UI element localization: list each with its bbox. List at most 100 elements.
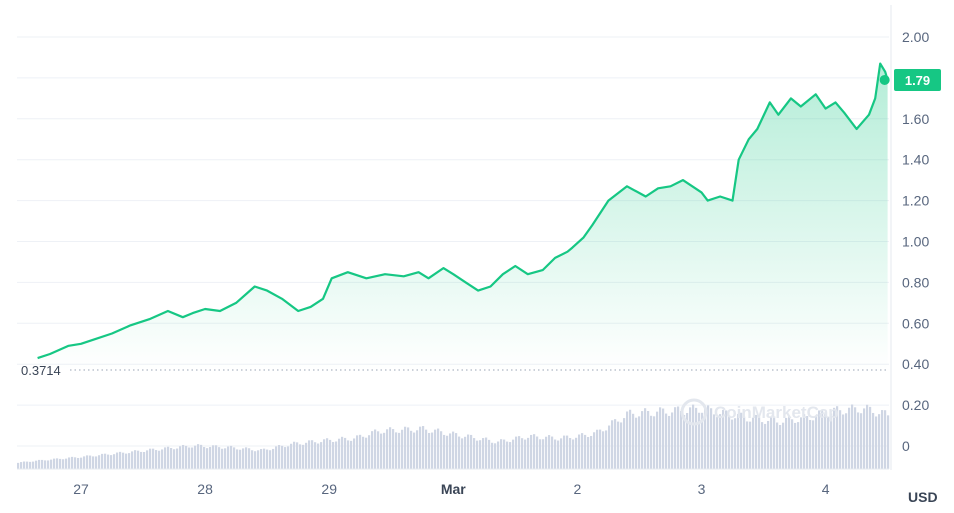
volume-bar — [719, 414, 722, 469]
volume-bar — [626, 411, 629, 469]
volume-bar — [809, 419, 812, 469]
volume-bar — [233, 447, 236, 469]
volume-bars — [17, 404, 890, 469]
volume-bar — [458, 436, 461, 469]
volume-bar — [578, 434, 581, 469]
volume-bar — [641, 411, 644, 469]
volume-bar — [110, 455, 113, 469]
volume-bar — [491, 442, 494, 469]
volume-bar — [413, 432, 416, 469]
volume-bar — [68, 457, 71, 469]
volume-bar — [23, 461, 26, 469]
volume-bar — [614, 419, 617, 469]
volume-bar — [245, 447, 248, 469]
volume-bar — [215, 445, 218, 469]
volume-bar — [494, 443, 497, 469]
volume-bar — [59, 458, 62, 469]
volume-bar — [386, 429, 389, 469]
volume-bar — [881, 410, 884, 469]
volume-bar — [500, 439, 503, 469]
x-tick-label: Mar — [441, 481, 466, 497]
volume-bar — [65, 458, 68, 469]
volume-bar — [194, 445, 197, 469]
volume-bar — [77, 457, 80, 469]
volume-bar — [740, 412, 743, 469]
volume-bar — [608, 425, 611, 469]
volume-bar — [119, 451, 122, 469]
volume-bar — [32, 461, 35, 469]
volume-bar — [188, 447, 191, 469]
price-line[interactable] — [37, 62, 889, 360]
volume-bar — [785, 417, 788, 469]
volume-bar — [872, 412, 875, 469]
volume-bar — [305, 442, 308, 469]
volume-bar — [791, 419, 794, 469]
volume-bar — [497, 441, 500, 469]
volume-bar — [512, 439, 515, 469]
volume-bar — [368, 435, 371, 469]
volume-bar — [737, 413, 740, 469]
volume-bar — [464, 436, 467, 469]
y-tick-label: 0.80 — [902, 274, 929, 290]
volume-bar — [779, 425, 782, 469]
volume-bar — [248, 448, 251, 469]
volume-bar — [230, 445, 233, 469]
volume-bar — [74, 457, 77, 469]
volume-bar — [287, 446, 290, 469]
volume-bar — [383, 432, 386, 469]
volume-bar — [266, 449, 269, 469]
volume-bar — [875, 416, 878, 469]
volume-bar — [674, 407, 677, 469]
volume-bar — [173, 449, 176, 469]
opening-price-label: 0.3714 — [21, 363, 61, 378]
volume-bar — [884, 410, 887, 469]
volume-bar — [164, 447, 167, 469]
volume-bar — [521, 438, 524, 469]
volume-bar — [812, 420, 815, 469]
volume-bar — [476, 440, 479, 469]
volume-bar — [830, 413, 833, 469]
volume-bar — [803, 414, 806, 469]
volume-bar — [707, 405, 710, 469]
volume-bar — [788, 416, 791, 469]
volume-bar — [713, 414, 716, 469]
volume-bar — [683, 414, 686, 469]
volume-bar — [17, 462, 20, 469]
volume-bar — [263, 448, 266, 469]
volume-bar — [341, 436, 344, 469]
volume-bar — [392, 429, 395, 469]
volume-bar — [764, 423, 767, 469]
volume-bar — [611, 420, 614, 469]
volume-bar — [524, 439, 527, 469]
volume-bar — [593, 432, 596, 469]
volume-bar — [185, 445, 188, 469]
volume-bar — [203, 447, 206, 469]
volume-bar — [530, 434, 533, 469]
volume-bar — [569, 438, 572, 469]
volume-bar — [797, 422, 800, 469]
volume-bar — [47, 460, 50, 469]
volume-bar — [326, 438, 329, 469]
volume-bar — [863, 408, 866, 469]
volume-bar — [149, 448, 152, 469]
volume-bar — [143, 451, 146, 469]
volume-bar — [128, 453, 131, 469]
volume-bar — [62, 459, 65, 469]
volume-bar — [800, 417, 803, 469]
x-tick-label: 27 — [73, 481, 89, 497]
volume-bar — [275, 446, 278, 469]
volume-bar — [698, 412, 701, 469]
volume-bar — [182, 444, 185, 469]
volume-bar — [782, 422, 785, 469]
volume-bar — [533, 434, 536, 469]
volume-bar — [659, 407, 662, 469]
volume-bar — [134, 450, 137, 469]
volume-bar — [449, 433, 452, 469]
volume-bar — [347, 440, 350, 469]
volume-bar — [560, 438, 563, 469]
volume-bar — [242, 448, 245, 469]
volume-bar — [509, 442, 512, 469]
y-tick-label: 0.20 — [902, 397, 929, 413]
